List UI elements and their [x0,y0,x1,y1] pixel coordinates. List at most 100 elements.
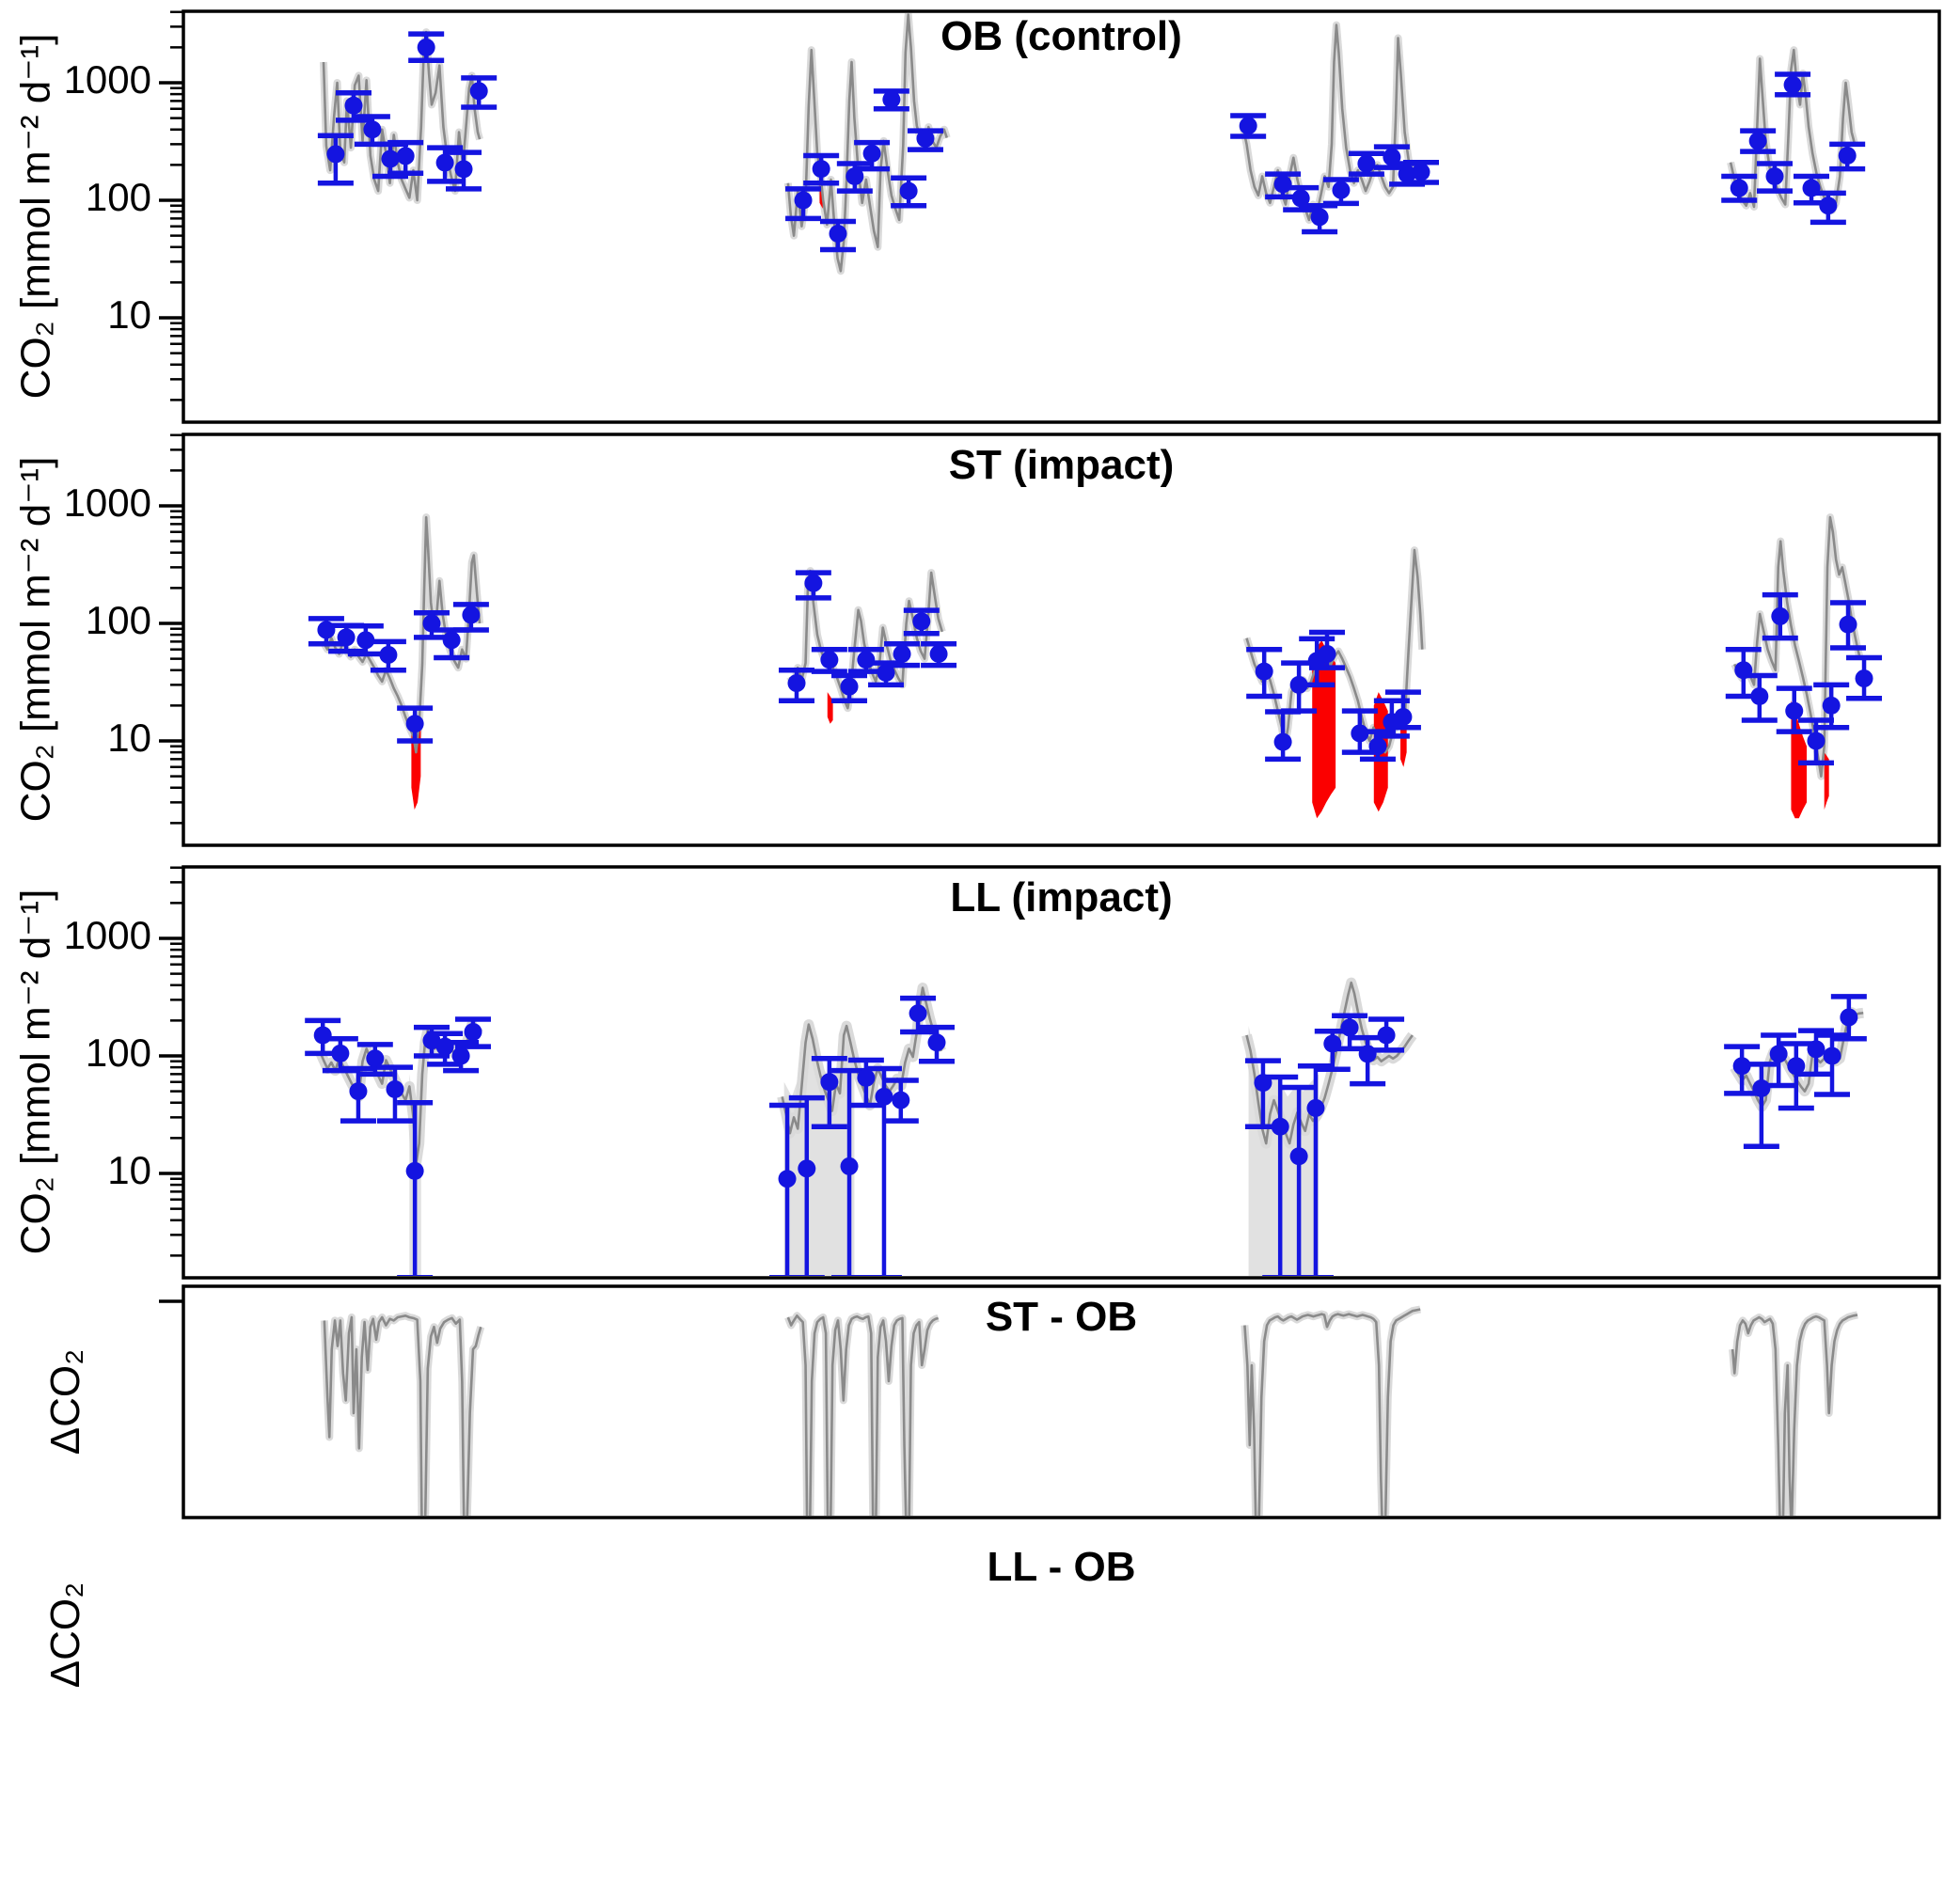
data-point [1762,591,1798,641]
panel-st-y-axis: 1000 100 10 [64,433,183,825]
y-tick-label: 1000 [64,480,151,525]
data-point [795,570,831,601]
data-point [434,627,470,661]
data-point [347,623,384,657]
panel-ll-series [305,977,1867,1276]
model-line [1733,515,1862,778]
panel-border [182,433,1941,847]
panel-ob-y-axis: 1000 100 10 [64,10,183,401]
panel-ob-series [317,13,1866,275]
data-point [397,1099,434,1276]
y-tick-label: 100 [86,598,151,642]
y-axis-label-ll: CO₂ [mmol m⁻² d⁻¹] [12,889,59,1255]
data-point [387,139,424,176]
data-point [884,640,921,669]
data-point [803,152,840,186]
y-tick-label: 1000 [64,57,151,102]
data-point [831,672,868,703]
data-point [1778,1041,1814,1111]
data-point [819,218,856,253]
data-point [811,1056,847,1130]
y-tick-label: 1000 [64,913,151,957]
panel-border [182,1284,1941,1519]
data-point [461,75,498,110]
model-uncertainty-band [1241,1305,1421,1516]
data-point [397,705,434,744]
data-point [847,1057,884,1109]
data-point [335,90,371,123]
y-tick-label: 10 [107,716,151,760]
data-point [788,1094,825,1276]
significant-deviation-area [827,692,833,724]
data-point [1740,128,1777,154]
data-point [921,640,957,669]
data-point [454,1016,491,1049]
data-point [865,1065,902,1276]
data-point [882,1078,919,1124]
data-point [1846,654,1883,701]
data-point [340,1065,376,1124]
data-point [918,1024,955,1064]
data-point [1775,71,1811,98]
panel-title-ll: LL (impact) [950,874,1173,921]
model-line [1245,981,1414,1145]
panel-title-st: ST (impact) [948,442,1175,488]
y-axis-label-st-ob: ΔCO₂ [42,1348,88,1456]
y-tick-label: 100 [86,1031,151,1075]
y-tick-label: 10 [107,292,151,337]
data-point [1829,141,1866,172]
data-point [785,186,822,222]
significant-deviation-area [1824,752,1829,810]
data-point [903,607,940,637]
data-point [376,1064,413,1124]
data-point [370,638,406,673]
model-line [786,1314,940,1516]
data-point [1302,202,1338,235]
data-point [1359,729,1396,763]
data-point [1776,685,1812,734]
panel-border [182,865,1941,1280]
y-axis-label-ll-ob: ΔCO₂ [42,1581,88,1689]
model-line [323,1314,482,1516]
panel-title-st-ob: ST - OB [985,1294,1138,1340]
data-point [1265,709,1302,763]
data-point [854,139,891,172]
data-point [1756,161,1793,194]
data-point [1830,600,1867,651]
data-point [446,149,482,192]
data-point [408,31,445,63]
data-point [1830,994,1867,1042]
data-point [891,175,927,209]
data-point [1368,1016,1405,1053]
panel-ll-y-axis: 1000 100 10 [64,866,183,1257]
y-axis-label-ob: CO₂ [mmol m⁻² d⁻¹] [12,33,59,400]
panel-st-ob-series [320,1305,1858,1516]
data-point [356,1042,393,1078]
y-axis-label-st: CO₂ [mmol m⁻² d⁻¹] [12,456,59,823]
data-point [1297,1063,1334,1276]
y-tick-label: 100 [86,175,151,219]
model-line [1243,1308,1421,1516]
data-point [1724,1044,1761,1096]
data-point [836,161,873,194]
data-point [1308,629,1345,670]
data-point [1813,682,1850,731]
data-point [1403,159,1440,185]
y-tick-label: 10 [107,1148,151,1192]
data-point [427,1031,464,1067]
data-point [1384,689,1421,731]
data-point [1281,1084,1318,1276]
data-point [1797,1028,1834,1078]
data-point [1814,1032,1850,1097]
data-point [900,995,937,1035]
data-point [873,88,909,112]
panel-title-ll-ob: LL - OB [987,1544,1136,1590]
panel-st-series [308,513,1883,819]
data-point [1741,672,1778,723]
data-point [1246,646,1283,700]
panel-border [182,9,1941,424]
data-point [1322,177,1359,207]
data-point [452,602,489,633]
data-point [1230,113,1267,139]
